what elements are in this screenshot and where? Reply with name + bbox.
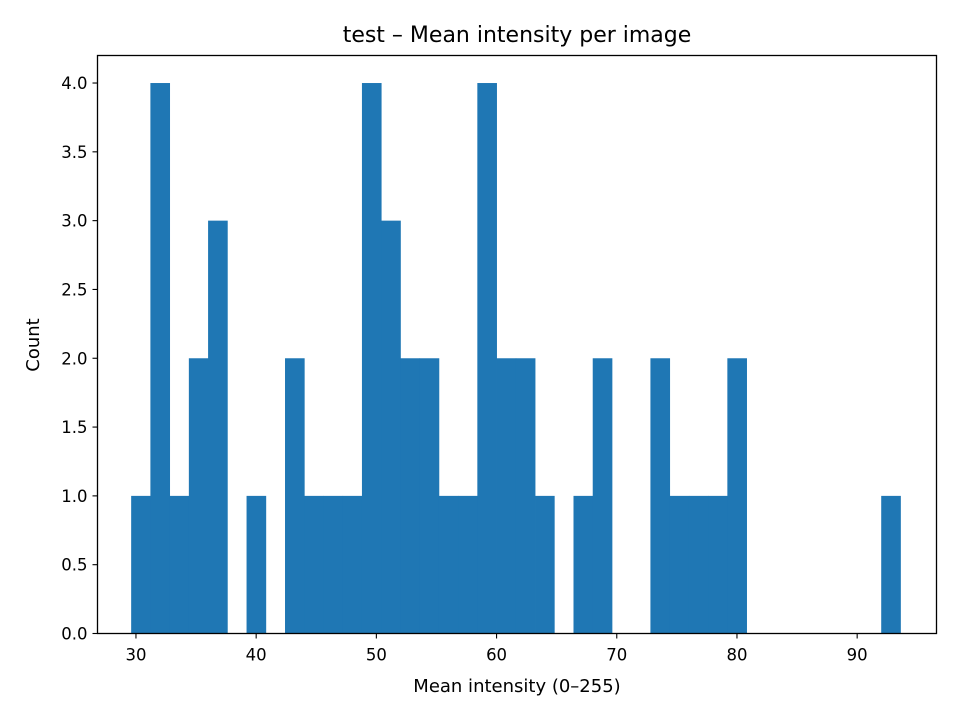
x-tick-label: 40 (246, 646, 267, 665)
histogram-bar (535, 495, 555, 634)
x-tick-label: 70 (606, 646, 627, 665)
y-tick-label: 2.0 (61, 349, 87, 368)
histogram-bar (169, 495, 190, 634)
histogram-bar (208, 220, 228, 634)
x-axis-label: Mean intensity (0–255) (413, 676, 620, 697)
y-tick-label: 4.0 (61, 74, 87, 93)
histogram-bar (419, 358, 440, 634)
y-tick-label: 3.0 (61, 212, 87, 231)
x-tick-label: 90 (847, 646, 868, 665)
y-axis-ticks: 0.0 0.5 1.0 1.5 2.0 2.5 3.0 3.5 4.0 (61, 74, 98, 644)
x-tick-label: 30 (125, 646, 146, 665)
x-tick-label: 60 (486, 646, 507, 665)
histogram-bar (361, 83, 382, 634)
histogram-bar (246, 495, 267, 634)
histogram-bar (477, 83, 497, 634)
y-tick-label: 1.0 (61, 487, 87, 506)
histogram-bar (881, 495, 901, 634)
y-tick-label: 3.5 (61, 143, 87, 162)
histogram-bar (650, 358, 671, 634)
x-axis-ticks: 30 40 50 60 70 80 90 (125, 633, 868, 665)
x-tick-label: 50 (366, 646, 387, 665)
histogram-bar (131, 495, 151, 634)
y-tick-label: 1.5 (61, 418, 87, 437)
y-tick-label: 0.0 (61, 625, 87, 644)
axes-frame (96, 54, 938, 635)
histogram-bar (400, 358, 421, 634)
histogram-bar (592, 358, 613, 634)
y-tick-label: 0.5 (61, 556, 87, 575)
histogram-bar (708, 495, 728, 634)
histogram-bar (573, 495, 594, 634)
histogram-bar (381, 220, 401, 634)
histogram-bar (688, 495, 709, 634)
chart-title: test – Mean intensity per image (343, 23, 692, 48)
histogram-bar (515, 358, 536, 634)
histogram-bar (458, 495, 478, 634)
x-tick-label: 80 (726, 646, 747, 665)
histogram-bar (188, 358, 209, 634)
histogram-bar (342, 495, 363, 634)
histogram-bar (727, 358, 747, 634)
bars-group (131, 83, 901, 634)
histogram-bar (150, 83, 171, 634)
histogram-bar (304, 495, 324, 634)
y-tick-label: 2.5 (61, 280, 87, 299)
histogram-bar (438, 495, 459, 634)
histogram-bar (285, 358, 305, 634)
histogram-bar (669, 495, 690, 634)
y-axis-label: Count (23, 318, 44, 371)
histogram-bar (323, 495, 344, 634)
histogram-bar (496, 358, 517, 634)
